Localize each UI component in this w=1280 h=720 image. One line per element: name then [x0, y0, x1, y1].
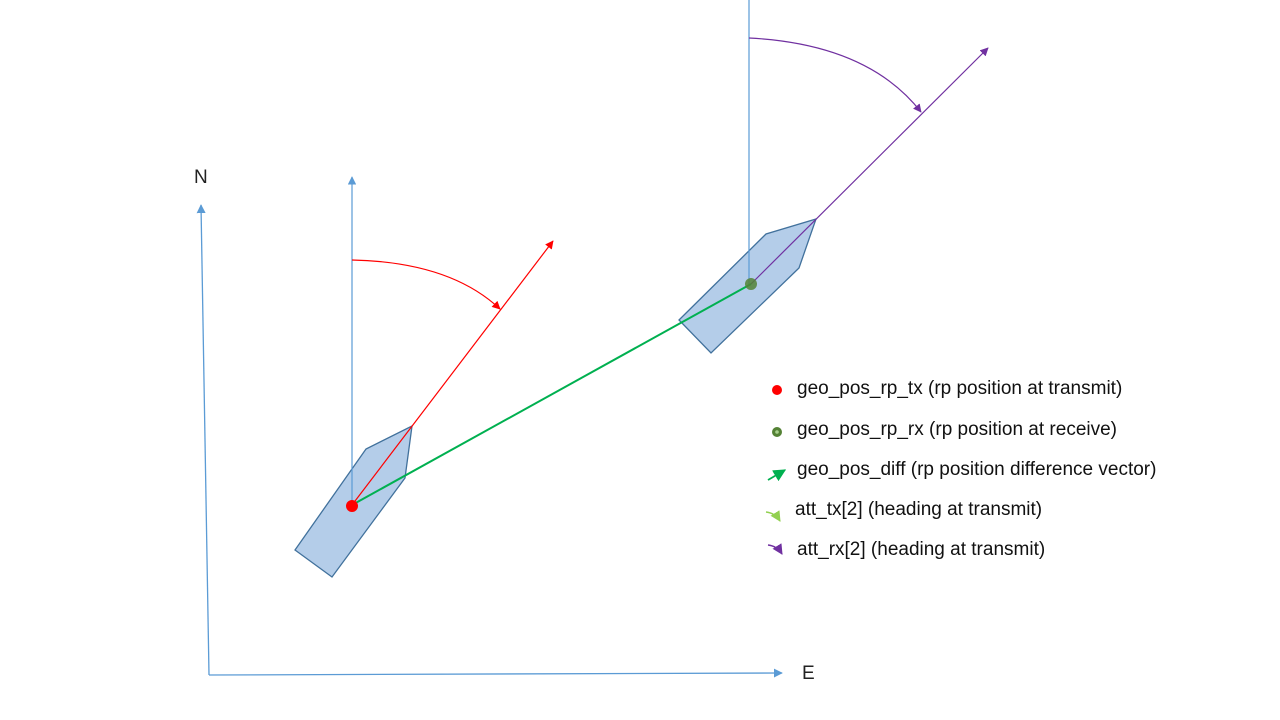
- ship-at-transmit: [294, 176, 554, 578]
- legend-item-rp-rx: geo_pos_rp_rx (rp position at receive): [772, 419, 1117, 440]
- legend-red-dot-icon: [772, 385, 782, 395]
- ship-at-receive: [678, 0, 989, 354]
- legend-label: att_rx[2] (heading at transmit): [797, 539, 1045, 560]
- legend-item-att-tx: att_tx[2] (heading at transmit): [765, 499, 1042, 522]
- legend-purple-curved-arrow-icon: [767, 543, 783, 555]
- legend: geo_pos_rp_tx (rp position at transmit) …: [765, 378, 1156, 560]
- legend-label: geo_pos_diff (rp position difference vec…: [797, 459, 1156, 480]
- heading-vector-rx: [750, 47, 989, 285]
- heading-angle-arc-rx: [748, 37, 922, 113]
- legend-item-pos-diff: geo_pos_diff (rp position difference vec…: [767, 459, 1156, 482]
- legend-label: geo_pos_rp_tx (rp position at transmit): [797, 378, 1122, 399]
- rp-position-rx-marker: [745, 278, 757, 290]
- legend-green-arrow-icon: [767, 469, 787, 482]
- north-axis-label: N: [194, 167, 208, 188]
- legend-item-att-rx: att_rx[2] (heading at transmit): [767, 539, 1045, 560]
- north-axis: [196, 204, 210, 676]
- legend-label: att_tx[2] (heading at transmit): [795, 499, 1042, 520]
- east-axis: [208, 668, 783, 678]
- heading-angle-arc-tx: [351, 259, 501, 310]
- coordinate-axes: N E: [194, 167, 815, 684]
- legend-label: geo_pos_rp_rx (rp position at receive): [797, 419, 1117, 440]
- rp-position-tx-marker: [346, 500, 358, 512]
- position-difference-vector: [351, 283, 752, 506]
- heading-vector-tx: [351, 240, 554, 506]
- legend-light-green-curved-arrow-icon: [765, 510, 781, 522]
- legend-item-rp-tx: geo_pos_rp_tx (rp position at transmit): [772, 378, 1122, 399]
- east-axis-label: E: [802, 663, 815, 684]
